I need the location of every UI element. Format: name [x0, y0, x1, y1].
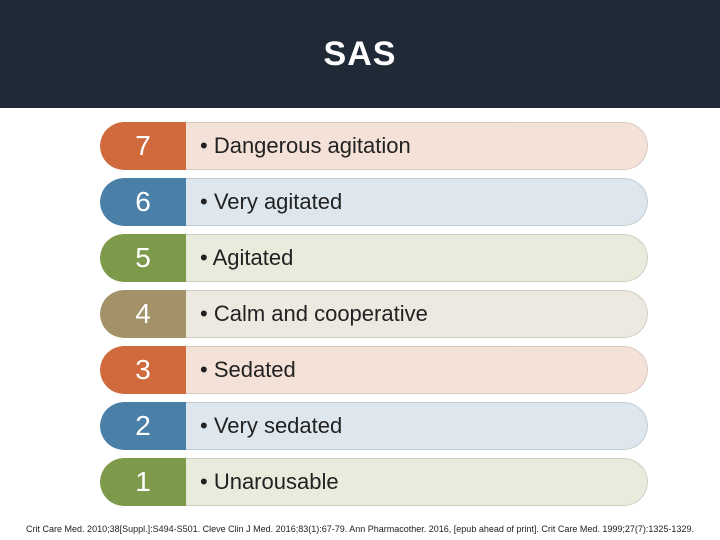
score-number: 1	[100, 458, 186, 506]
citation-text: Crit Care Med. 2010;38[Suppl.]:S494-S501…	[0, 524, 720, 534]
table-row: 4 • Calm and cooperative	[100, 290, 648, 338]
table-row: 6 • Very agitated	[100, 178, 648, 226]
score-number: 6	[100, 178, 186, 226]
score-number: 7	[100, 122, 186, 170]
table-row: 5 • Agitated	[100, 234, 648, 282]
table-row: 3 • Sedated	[100, 346, 648, 394]
score-description: • Very agitated	[186, 178, 648, 226]
table-row: 1 • Unarousable	[100, 458, 648, 506]
header-bar: SAS	[0, 0, 720, 108]
page-title: SAS	[324, 35, 397, 74]
table-row: 2 • Very sedated	[100, 402, 648, 450]
scale-rows: 7 • Dangerous agitation 6 • Very agitate…	[0, 108, 720, 506]
score-number: 3	[100, 346, 186, 394]
score-number: 5	[100, 234, 186, 282]
score-description: • Calm and cooperative	[186, 290, 648, 338]
score-description: • Unarousable	[186, 458, 648, 506]
score-description: • Sedated	[186, 346, 648, 394]
score-description: • Dangerous agitation	[186, 122, 648, 170]
score-number: 2	[100, 402, 186, 450]
score-description: • Agitated	[186, 234, 648, 282]
table-row: 7 • Dangerous agitation	[100, 122, 648, 170]
score-number: 4	[100, 290, 186, 338]
score-description: • Very sedated	[186, 402, 648, 450]
